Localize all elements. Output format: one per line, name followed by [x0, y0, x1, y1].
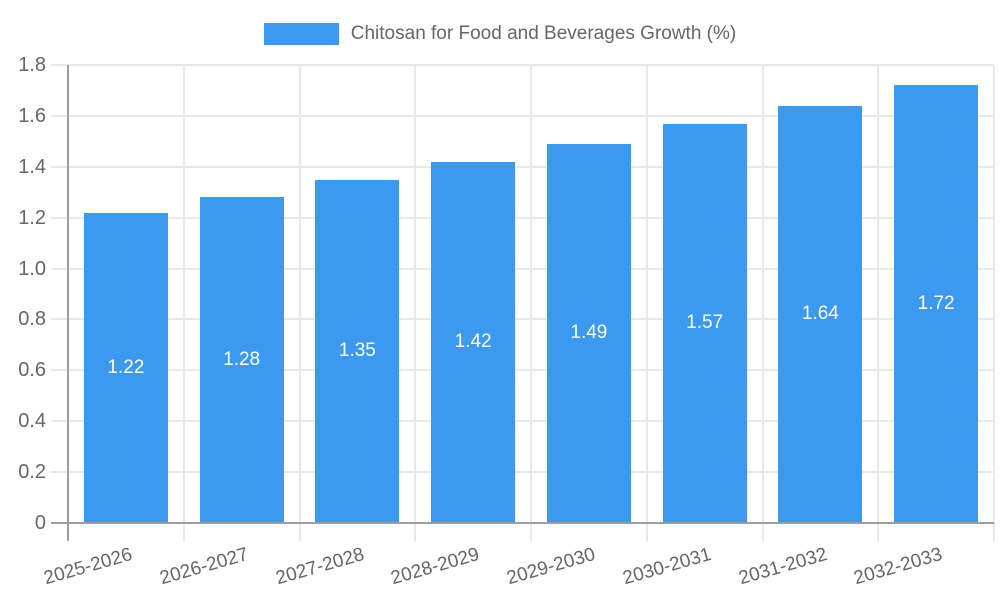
bar-value-label: 1.35: [338, 340, 376, 362]
gridline-vertical: [298, 65, 301, 541]
gridline-horizontal: [51, 165, 994, 168]
bar-2029-2030[interactable]: 1.49: [546, 143, 631, 523]
y-tick-label: 0.6: [18, 359, 46, 382]
gridline-horizontal: [51, 216, 994, 219]
x-axis-line: [51, 522, 994, 524]
gridline-vertical: [182, 65, 185, 541]
gridline-vertical: [414, 65, 417, 541]
bar-2032-2033[interactable]: 1.72: [894, 85, 979, 523]
legend-swatch: [263, 23, 339, 45]
gridline-horizontal: [51, 114, 994, 117]
gridline-horizontal: [51, 471, 994, 474]
y-tick-label: 1.0: [18, 257, 46, 280]
y-tick-label: 1.4: [18, 155, 46, 178]
bar-value-label: 1.42: [454, 331, 492, 353]
bar-value-label: 1.22: [107, 356, 145, 378]
bar-2026-2027[interactable]: 1.28: [199, 197, 284, 523]
bar-2028-2029[interactable]: 1.42: [431, 161, 516, 523]
gridline-horizontal: [51, 318, 994, 321]
x-tick-label: 2026-2027: [157, 544, 251, 590]
gridline-horizontal: [51, 369, 994, 372]
gridline-vertical: [761, 65, 764, 541]
bar-value-label: 1.72: [917, 293, 955, 315]
bar-2025-2026[interactable]: 1.22: [83, 212, 168, 523]
y-tick-label: 0.2: [18, 461, 46, 484]
y-tick-label: 1.8: [18, 54, 46, 76]
bar-2027-2028[interactable]: 1.35: [315, 179, 400, 523]
x-tick-label: 2031-2032: [736, 544, 830, 590]
legend-item[interactable]: Chitosan for Food and Beverages Growth (…: [0, 23, 1000, 45]
gridline-horizontal: [51, 267, 994, 270]
gridline-vertical: [645, 65, 648, 541]
y-axis-line: [67, 65, 69, 541]
bar-2031-2032[interactable]: 1.64: [778, 105, 863, 523]
bar-value-label: 1.28: [223, 349, 261, 371]
bar-value-label: 1.64: [801, 303, 839, 325]
y-tick-label: 0.4: [18, 410, 46, 433]
x-tick-label: 2025-2026: [41, 544, 135, 590]
y-axis-labels: 0 0.2 0.4 0.6 0.8 1.0 1.2 1.4 1.6 1.8: [0, 54, 46, 534]
gridline-vertical: [530, 65, 532, 541]
gridline-horizontal: [51, 420, 994, 423]
y-tick-label: 1.6: [18, 104, 46, 127]
y-tick-label: 0: [34, 512, 46, 534]
x-tick-label: 2030-2031: [620, 544, 714, 590]
bar-2030-2031[interactable]: 1.57: [662, 123, 747, 523]
legend-label: Chitosan for Food and Beverages Growth (…: [350, 23, 737, 44]
gridline-vertical: [993, 65, 995, 541]
gridline-vertical: [877, 65, 880, 541]
x-tick-label: 2032-2033: [851, 544, 945, 590]
y-tick-label: 0.8: [18, 308, 46, 331]
x-tick-label: 2027-2028: [273, 544, 367, 590]
x-tick-label: 2029-2030: [504, 544, 598, 590]
bar-value-label: 1.57: [686, 312, 724, 334]
plot-area: 1.22 2025-2026 1.28 2026-2027 1.35 2027-2028 1…: [42, 64, 995, 589]
x-tick-label: 2028-2029: [388, 544, 482, 590]
y-tick-label: 1.2: [18, 206, 46, 229]
gridline-horizontal: [51, 64, 994, 66]
bar-value-label: 1.49: [570, 322, 608, 344]
